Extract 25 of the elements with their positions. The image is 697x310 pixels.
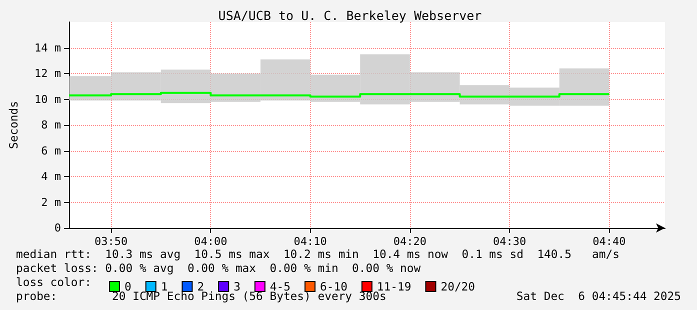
y-tick-label: 14 m [34,41,62,54]
y-tick-label: 8 m [41,118,62,132]
y-tick-label: 10 m [34,92,62,106]
x-tick-label: 04:20 [393,235,426,248]
x-tick-label: 04:10 [294,235,327,248]
y-tick-label: 4 m [41,170,62,183]
text: Sat Dec 6 04:45:44 2025 [516,289,681,303]
legend-label: 3 [234,280,240,294]
y-tick-label: 6 m [41,144,62,158]
x-tick-label: 04:30 [493,235,526,248]
legend-label: 0 [124,280,132,294]
y-tick-label: 0 [54,222,61,234]
legend-label: 1 [160,280,168,294]
y-tick-label: 12 m [34,67,62,80]
x-tick-label: 03:50 [94,235,128,248]
y-tick-label: 2 m [41,196,62,209]
chart-title: USA/UCB to U. C. Berkeley Webserver [218,8,482,23]
legend-label: 20/20 [440,280,476,294]
x-tick-label: 04:00 [194,235,228,248]
y-axis-title: Seconds [6,100,20,150]
legend-label: 6-10 [320,280,348,294]
legend-title: loss color: [16,275,92,289]
text: packet loss: 0.00 % avg 0.00 % max 0.00 % min 0.00 % now [16,261,421,275]
text: median rtt: 10.3 ms avg 10.5 ms max 10.2 ms min 10.4 ms now 0.1 ms sd 140.5 am/s [16,247,620,261]
x-tick-label: 04:40 [592,235,626,248]
